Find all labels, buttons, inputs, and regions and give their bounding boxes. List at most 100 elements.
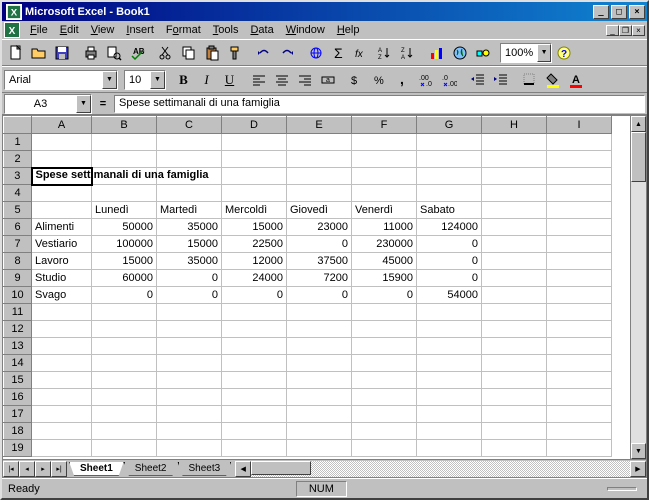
underline-button[interactable]: U	[218, 69, 241, 91]
col-header-D[interactable]: D	[222, 117, 287, 134]
cell-F19[interactable]	[352, 440, 417, 457]
paste-button[interactable]	[200, 42, 223, 64]
copy-button[interactable]	[177, 42, 200, 64]
cell-H6[interactable]	[482, 219, 547, 236]
cell-H4[interactable]	[482, 185, 547, 202]
new-button[interactable]	[4, 42, 27, 64]
cell-F15[interactable]	[352, 372, 417, 389]
cell-C9[interactable]: 0	[157, 270, 222, 287]
cell-D15[interactable]	[222, 372, 287, 389]
merge-center-button[interactable]: a	[316, 69, 339, 91]
cell-A4[interactable]	[32, 185, 92, 202]
decrease-indent-button[interactable]	[466, 69, 489, 91]
cell-D9[interactable]: 24000	[222, 270, 287, 287]
cell-C18[interactable]	[157, 423, 222, 440]
row-header-4[interactable]: 4	[4, 185, 32, 202]
cell-B16[interactable]	[92, 389, 157, 406]
cell-H3[interactable]	[482, 168, 547, 185]
formula-input[interactable]: Spese settimanali di una famiglia	[114, 95, 645, 113]
cell-H19[interactable]	[482, 440, 547, 457]
cell-E4[interactable]	[287, 185, 352, 202]
sheet-tab-Sheet1[interactable]: Sheet1	[69, 462, 124, 476]
row-header-8[interactable]: 8	[4, 253, 32, 270]
cell-E14[interactable]	[287, 355, 352, 372]
col-header-C[interactable]: C	[157, 117, 222, 134]
cell-C12[interactable]	[157, 321, 222, 338]
menu-file[interactable]: File	[24, 23, 54, 37]
cell-B4[interactable]	[92, 185, 157, 202]
cell-I12[interactable]	[547, 321, 612, 338]
cell-F12[interactable]	[352, 321, 417, 338]
cell-A14[interactable]	[32, 355, 92, 372]
row-header-12[interactable]: 12	[4, 321, 32, 338]
map-button[interactable]	[448, 42, 471, 64]
cell-H9[interactable]	[482, 270, 547, 287]
cell-I18[interactable]	[547, 423, 612, 440]
cell-E9[interactable]: 7200	[287, 270, 352, 287]
sort-desc-button[interactable]: ZA	[396, 42, 419, 64]
horizontal-scrollbar[interactable]: ◀ ▶	[235, 461, 646, 477]
cell-H10[interactable]	[482, 287, 547, 304]
comma-button[interactable]: ,	[391, 69, 414, 91]
borders-button[interactable]	[518, 69, 541, 91]
tab-prev-button[interactable]: ◂	[19, 461, 35, 477]
cell-A1[interactable]	[32, 134, 92, 151]
mdi-minimize-button[interactable]: _	[606, 25, 619, 36]
cell-H12[interactable]	[482, 321, 547, 338]
cell-E6[interactable]: 23000	[287, 219, 352, 236]
scroll-down-button[interactable]: ▼	[631, 443, 646, 459]
cell-E16[interactable]	[287, 389, 352, 406]
cell-E10[interactable]: 0	[287, 287, 352, 304]
sheet-tab-Sheet3[interactable]: Sheet3	[178, 462, 232, 476]
menu-insert[interactable]: Insert	[120, 23, 160, 37]
cell-G7[interactable]: 0	[417, 236, 482, 253]
cell-B14[interactable]	[92, 355, 157, 372]
cell-I8[interactable]	[547, 253, 612, 270]
cell-D4[interactable]	[222, 185, 287, 202]
cell-D11[interactable]	[222, 304, 287, 321]
cell-F3[interactable]	[352, 168, 417, 185]
cell-I17[interactable]	[547, 406, 612, 423]
menu-window[interactable]: Window	[280, 23, 331, 37]
cell-D14[interactable]	[222, 355, 287, 372]
cell-F18[interactable]	[352, 423, 417, 440]
cell-B17[interactable]	[92, 406, 157, 423]
row-header-11[interactable]: 11	[4, 304, 32, 321]
cell-E17[interactable]	[287, 406, 352, 423]
mdi-restore-button[interactable]: ❐	[619, 25, 632, 36]
cell-C11[interactable]	[157, 304, 222, 321]
row-header-16[interactable]: 16	[4, 389, 32, 406]
cell-A17[interactable]	[32, 406, 92, 423]
cell-C2[interactable]	[157, 151, 222, 168]
cell-B9[interactable]: 60000	[92, 270, 157, 287]
cell-D12[interactable]	[222, 321, 287, 338]
cell-A16[interactable]	[32, 389, 92, 406]
cell-I4[interactable]	[547, 185, 612, 202]
chart-wizard-button[interactable]	[425, 42, 448, 64]
cell-F4[interactable]	[352, 185, 417, 202]
formula-equals-button[interactable]: =	[94, 95, 112, 113]
tab-last-button[interactable]: ▸|	[51, 461, 67, 477]
fill-color-button[interactable]	[541, 69, 564, 91]
currency-button[interactable]: $	[345, 69, 368, 91]
cell-C13[interactable]	[157, 338, 222, 355]
cell-B19[interactable]	[92, 440, 157, 457]
cell-D5[interactable]: Mercoldì	[222, 202, 287, 219]
row-header-3[interactable]: 3	[4, 168, 32, 185]
cell-A6[interactable]: Alimenti	[32, 219, 92, 236]
cell-C17[interactable]	[157, 406, 222, 423]
menu-data[interactable]: Data	[244, 23, 279, 37]
cut-button[interactable]	[154, 42, 177, 64]
cell-B6[interactable]: 50000	[92, 219, 157, 236]
cell-F1[interactable]	[352, 134, 417, 151]
cell-G19[interactable]	[417, 440, 482, 457]
cell-A11[interactable]	[32, 304, 92, 321]
cell-A10[interactable]: Svago	[32, 287, 92, 304]
cell-I14[interactable]	[547, 355, 612, 372]
cell-E18[interactable]	[287, 423, 352, 440]
vertical-scrollbar[interactable]: ▲ ▼	[630, 116, 646, 459]
save-button[interactable]	[50, 42, 73, 64]
print-preview-button[interactable]	[102, 42, 125, 64]
cell-C4[interactable]	[157, 185, 222, 202]
zoom-combo[interactable]: 100%▼	[500, 43, 552, 63]
